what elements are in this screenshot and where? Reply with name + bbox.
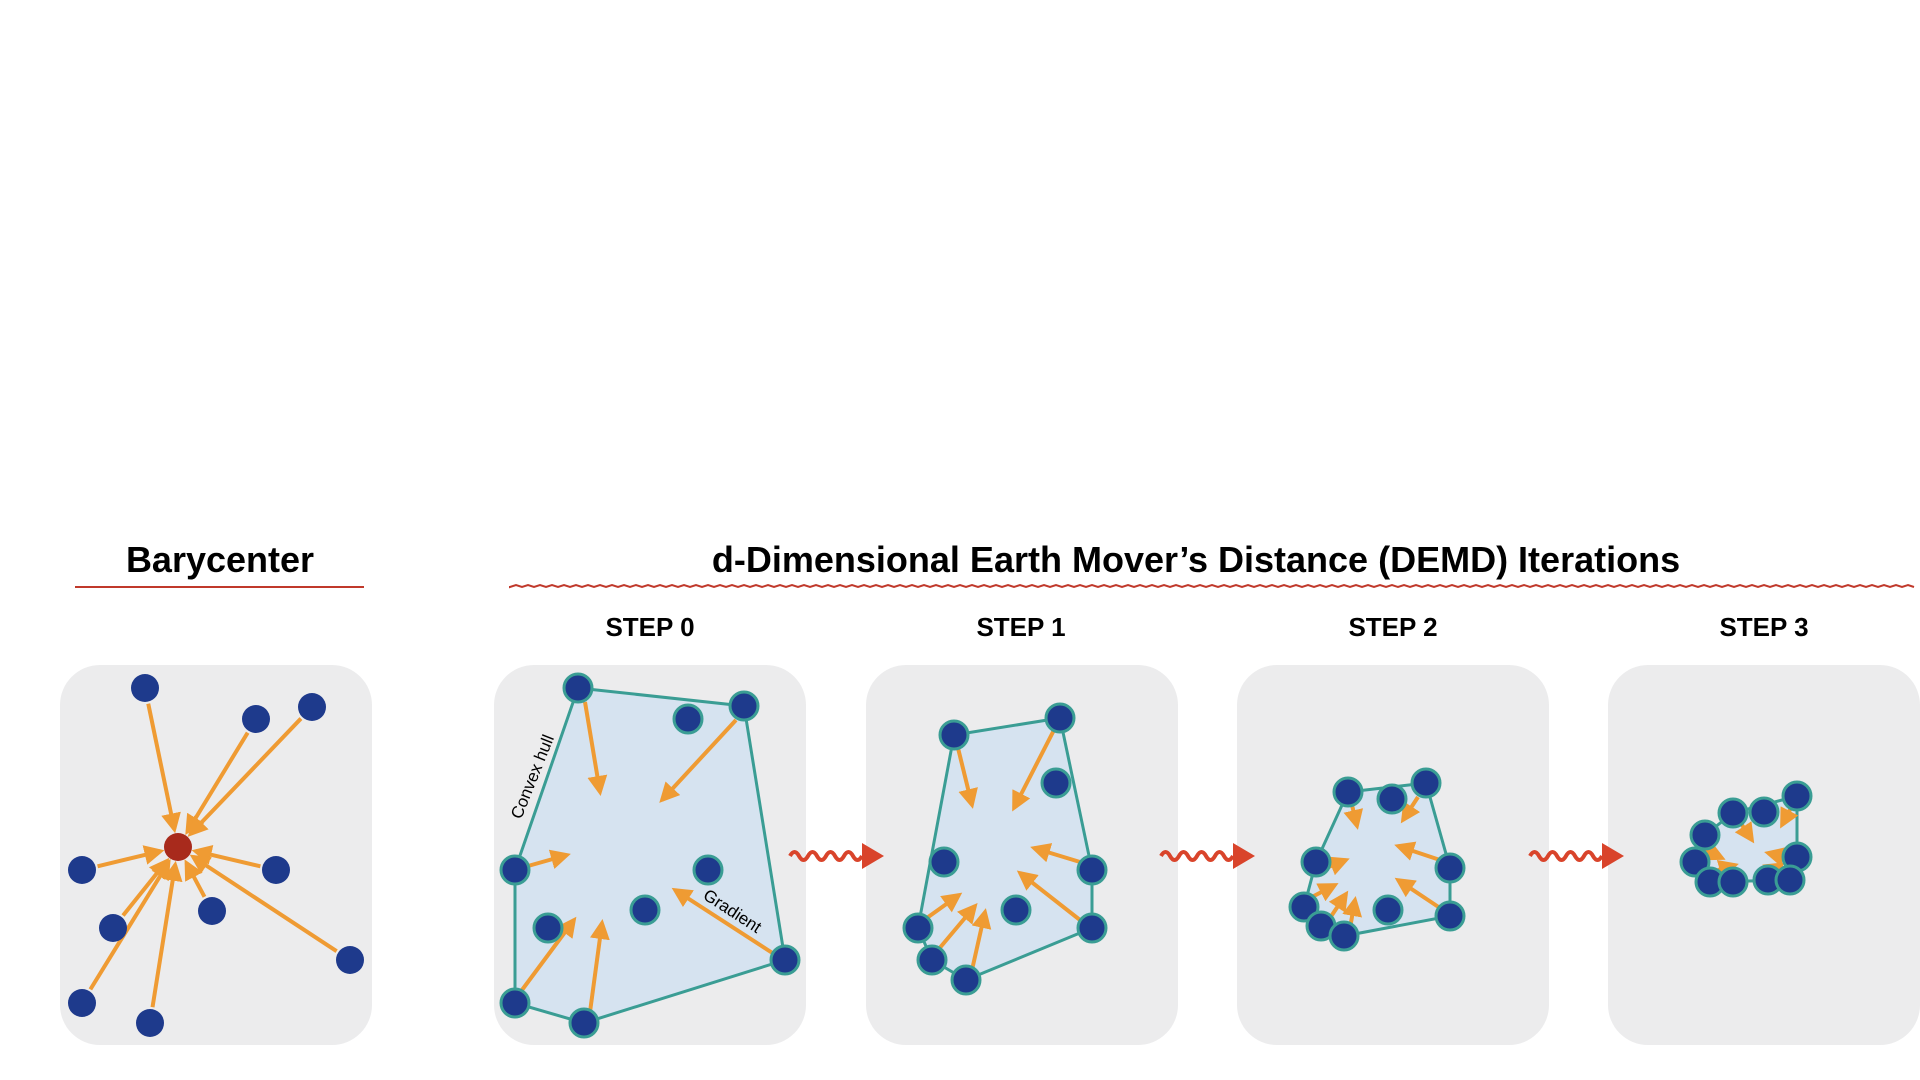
step-1-point-4 (1076, 854, 1108, 886)
step-1-arrow-1 (1012, 729, 1056, 812)
step-0-point-7 (769, 944, 801, 976)
step-1-arrow-5 (936, 902, 978, 952)
barycenter-points (68, 674, 364, 1037)
barycenter-arrow-9 (150, 860, 183, 1008)
step-0-arrow-0 (583, 701, 608, 796)
step-0-point-2 (728, 690, 760, 722)
step-1-point-6 (1076, 912, 1108, 944)
step-0-point-0 (562, 672, 594, 704)
barycenter-point-1 (242, 705, 270, 733)
transition-squiggle-1 (1159, 850, 1235, 862)
barycenter-point-0 (131, 674, 159, 702)
step-1-gradient-arrows (922, 729, 1082, 971)
step-3-arrow-3 (1703, 842, 1726, 861)
step-2-point-3 (1300, 846, 1332, 878)
step-2-point-4 (1434, 852, 1466, 884)
step-2-arrow-3 (1394, 877, 1442, 910)
step-1-point-5 (1000, 894, 1032, 926)
step-2-arrow-2 (1394, 841, 1441, 862)
step-3-points (1679, 780, 1813, 898)
step-0-arrow-4 (520, 916, 577, 992)
step-0-point-5 (532, 912, 564, 944)
transition-arrowhead-0 (862, 843, 884, 869)
step-1-point-8 (916, 944, 948, 976)
step-2-point-1 (1410, 767, 1442, 799)
step-1-point-3 (928, 846, 960, 878)
step-0-point-4 (692, 854, 724, 886)
barycenter-arrow-2 (187, 717, 303, 837)
transition-squiggle-2 (1528, 850, 1604, 862)
barycenter-point-8 (68, 989, 96, 1017)
step-0-arrow-3 (671, 887, 776, 956)
step-3-point-7 (1717, 866, 1749, 898)
step-3-point-9 (1774, 864, 1806, 896)
barycenter-point-4 (262, 856, 290, 884)
step-1-point-2 (1040, 767, 1072, 799)
transition-arrowhead-1 (1233, 843, 1255, 869)
step-2-point-9 (1372, 894, 1404, 926)
barycenter-arrow-6 (184, 859, 207, 898)
step-1-arrow-4 (922, 892, 963, 922)
step-1-point-1 (1044, 702, 1076, 734)
step-1-point-7 (902, 912, 934, 944)
step-1-arrow-6 (970, 908, 992, 971)
barycenter-arrow-0 (146, 703, 181, 834)
step-3-point-0 (1717, 797, 1749, 829)
step-1-points (902, 702, 1108, 996)
step-0-arrow-5 (588, 919, 610, 1013)
step-0-point-9 (568, 1007, 600, 1039)
step-2-point-5 (1434, 900, 1466, 932)
step-3-point-4 (1689, 819, 1721, 851)
barycenter-arrow-3 (97, 845, 165, 869)
barycenter-point-5 (99, 914, 127, 942)
step-2-point-2 (1376, 783, 1408, 815)
step-2-points (1288, 767, 1466, 952)
step-3-point-1 (1748, 796, 1780, 828)
step-2-arrow-1 (1400, 795, 1421, 824)
step-2-point-6 (1288, 891, 1320, 923)
step-2-point-0 (1332, 776, 1364, 808)
barycenter-arrow-8 (88, 858, 171, 991)
step-0-point-3 (499, 854, 531, 886)
transition-squiggle-0 (788, 850, 864, 862)
step-0-point-1 (672, 703, 704, 735)
step-0-point-6 (629, 894, 661, 926)
barycenter-arrow-7 (189, 854, 338, 953)
barycenter-point-9 (136, 1009, 164, 1037)
step-2-point-8 (1328, 920, 1360, 952)
barycenter-arrow-1 (185, 731, 250, 836)
step-2-arrow-0 (1343, 804, 1364, 830)
step-1-arrow-2 (1030, 843, 1081, 864)
barycenter-point-2 (298, 693, 326, 721)
step-3-title: STEP 3 (1719, 612, 1808, 642)
barycenter-point (164, 833, 192, 861)
step-0-arrow-2 (527, 849, 571, 869)
demd-heading: d-Dimensional Earth Mover’s Distance (DE… (712, 539, 1680, 580)
barycenter-point-6 (198, 897, 226, 925)
step-1-arrow-0 (956, 747, 978, 809)
step-0-point-8 (499, 987, 531, 1019)
step-1-title: STEP 1 (976, 612, 1065, 642)
step-2-title: STEP 2 (1348, 612, 1437, 642)
barycenter-heading: Barycenter (126, 539, 314, 580)
barycenter-gradient-arrows (88, 703, 338, 1008)
step-0-title: STEP 0 (605, 612, 694, 642)
step-0-gradient-arrows (520, 701, 776, 1013)
step-3-point-2 (1781, 780, 1813, 812)
barycenter-point-3 (68, 856, 96, 884)
step-0-arrow-1 (659, 718, 738, 803)
transition-arrows (788, 843, 1624, 869)
step-1-arrow-3 (1016, 870, 1082, 922)
demd-underline (509, 583, 1915, 589)
step-0-points (499, 672, 801, 1039)
barycenter-underline (75, 586, 364, 588)
step-3-arrow-4 (1716, 859, 1739, 880)
step-1-point-0 (938, 719, 970, 751)
step-1-point-9 (950, 964, 982, 996)
barycenter-point-7 (336, 946, 364, 974)
transition-arrowhead-2 (1602, 843, 1624, 869)
barycenter-arrow-4 (191, 845, 261, 869)
